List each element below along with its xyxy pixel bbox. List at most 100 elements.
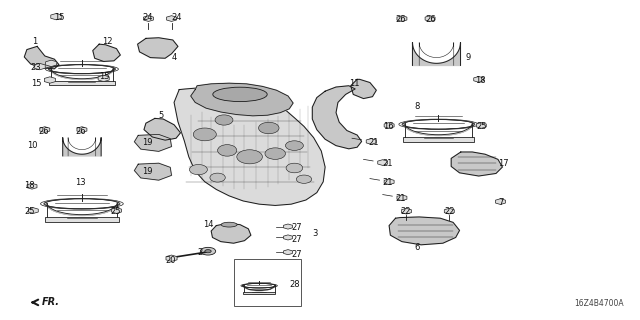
Text: 22: 22: [400, 207, 410, 216]
Polygon shape: [174, 86, 325, 205]
Polygon shape: [143, 16, 154, 21]
Polygon shape: [77, 127, 87, 132]
Polygon shape: [444, 208, 454, 214]
Text: 27: 27: [291, 223, 302, 232]
Polygon shape: [312, 86, 362, 149]
Text: 18: 18: [24, 181, 35, 190]
Text: 24: 24: [172, 13, 182, 22]
Text: 13: 13: [76, 178, 86, 187]
Polygon shape: [63, 138, 101, 156]
Text: 20: 20: [165, 256, 175, 265]
Text: 19: 19: [142, 138, 152, 147]
Polygon shape: [378, 160, 388, 165]
Text: 21: 21: [383, 159, 393, 168]
Text: 11: 11: [349, 79, 359, 88]
Text: 27: 27: [291, 235, 302, 244]
Bar: [243, 292, 275, 294]
Polygon shape: [28, 208, 38, 213]
Text: 8: 8: [415, 102, 420, 111]
Ellipse shape: [193, 128, 216, 141]
Ellipse shape: [215, 115, 233, 125]
Ellipse shape: [205, 250, 211, 253]
Ellipse shape: [210, 173, 225, 182]
Text: 6: 6: [415, 243, 420, 252]
Text: 18: 18: [475, 76, 486, 85]
Text: 26: 26: [38, 127, 49, 136]
Polygon shape: [211, 223, 251, 243]
Polygon shape: [134, 134, 172, 151]
Polygon shape: [27, 183, 37, 189]
Text: 9: 9: [466, 53, 471, 62]
Text: 16: 16: [383, 122, 394, 131]
Ellipse shape: [200, 247, 216, 255]
Text: 1: 1: [32, 37, 37, 46]
Bar: [234, 259, 301, 306]
Ellipse shape: [218, 145, 237, 156]
Polygon shape: [144, 118, 180, 140]
Text: 17: 17: [498, 159, 509, 168]
Text: 28: 28: [289, 280, 300, 289]
Polygon shape: [45, 60, 57, 67]
Polygon shape: [366, 139, 376, 144]
Text: 26: 26: [426, 15, 436, 24]
Text: 3: 3: [312, 229, 317, 238]
Polygon shape: [495, 199, 506, 204]
Text: 26: 26: [396, 15, 406, 24]
Ellipse shape: [296, 175, 312, 183]
Polygon shape: [389, 217, 460, 245]
Polygon shape: [191, 83, 293, 116]
Text: 19: 19: [142, 167, 152, 176]
Polygon shape: [397, 195, 407, 201]
Polygon shape: [24, 46, 59, 69]
Ellipse shape: [221, 222, 237, 227]
Text: 21: 21: [368, 138, 378, 147]
Polygon shape: [34, 63, 45, 70]
Polygon shape: [93, 44, 120, 61]
Polygon shape: [284, 224, 292, 229]
Bar: [403, 137, 474, 142]
Text: 5: 5: [159, 111, 164, 120]
Text: 21: 21: [383, 178, 393, 187]
Polygon shape: [166, 255, 177, 261]
Ellipse shape: [285, 141, 303, 150]
Text: 7: 7: [498, 198, 503, 207]
Text: 26: 26: [76, 127, 86, 136]
Ellipse shape: [189, 164, 207, 175]
Text: 2: 2: [197, 248, 202, 257]
Text: 21: 21: [396, 194, 406, 203]
Text: FR.: FR.: [42, 297, 60, 308]
Polygon shape: [451, 152, 502, 176]
Text: 16Z4B4700A: 16Z4B4700A: [574, 299, 624, 308]
Polygon shape: [40, 127, 50, 132]
Text: 25: 25: [24, 207, 35, 216]
Text: 14: 14: [204, 220, 214, 229]
Polygon shape: [384, 179, 394, 185]
Polygon shape: [166, 16, 177, 21]
Ellipse shape: [212, 87, 268, 101]
Ellipse shape: [259, 122, 279, 134]
Polygon shape: [413, 43, 461, 65]
Text: 22: 22: [445, 207, 455, 216]
Text: 27: 27: [291, 250, 302, 259]
Text: 15: 15: [99, 72, 109, 81]
Polygon shape: [111, 208, 122, 213]
Text: 15: 15: [54, 13, 65, 22]
Polygon shape: [425, 16, 435, 21]
Ellipse shape: [286, 163, 303, 173]
Polygon shape: [384, 123, 394, 128]
Polygon shape: [138, 38, 178, 58]
Text: 12: 12: [102, 37, 113, 46]
Text: 23: 23: [31, 63, 42, 72]
Polygon shape: [476, 123, 486, 128]
Text: 25: 25: [110, 207, 120, 216]
Polygon shape: [51, 13, 62, 20]
Polygon shape: [401, 208, 412, 214]
Polygon shape: [284, 235, 292, 240]
Text: 15: 15: [31, 79, 41, 88]
Polygon shape: [397, 16, 407, 21]
Polygon shape: [98, 75, 109, 82]
Text: 24: 24: [142, 13, 152, 22]
Polygon shape: [351, 79, 376, 99]
Polygon shape: [134, 163, 172, 180]
Text: 25: 25: [477, 122, 487, 131]
